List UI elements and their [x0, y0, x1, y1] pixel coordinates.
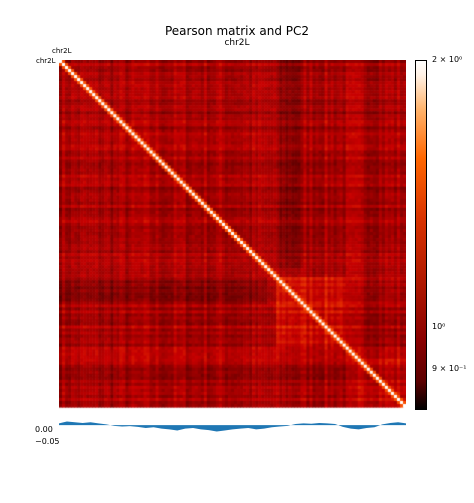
pc2-area [59, 421, 406, 432]
colorbar-tick-mid: 10⁰ [432, 322, 446, 331]
x-tick-label: chr2L [52, 47, 72, 55]
pc2-tick-zero: 0.00 [35, 425, 53, 434]
colorbar-tick-max: 2 × 10⁰ [432, 55, 463, 64]
chart-title: Pearson matrix and PC2 [164, 24, 310, 38]
colorbar-tick-min: 9 × 10⁻¹ [432, 364, 467, 373]
pc2-track [59, 421, 406, 432]
chart-subtitle: chr2L [224, 38, 250, 48]
colorbar [415, 60, 427, 410]
pearson-heatmap [59, 60, 406, 410]
y-tick-label: chr2L [36, 57, 56, 65]
pc2-tick-neg: −0.05 [35, 437, 60, 446]
